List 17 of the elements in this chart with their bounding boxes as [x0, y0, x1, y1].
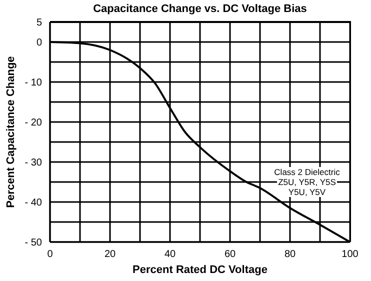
y-tick-label: - 30 [24, 158, 42, 169]
x-tick-label: 40 [164, 249, 176, 260]
y-tick-label: 5 [36, 18, 42, 29]
y-axis-title: Percent Capacitance Change [4, 56, 17, 208]
y-tick-label: 0 [36, 38, 42, 49]
y-tick-label: - 40 [24, 198, 42, 209]
annotation: Class 2 Dielectric Z5U, Y5R, Y5S Y5U, Y5V [273, 167, 341, 197]
x-axis-title: Percent Rated DC Voltage [132, 264, 268, 276]
x-tick-label: 60 [224, 249, 236, 260]
x-tick-label: 80 [284, 249, 296, 260]
y-tick-label: - 10 [24, 78, 42, 89]
y-tick-label: - 20 [24, 118, 42, 129]
x-tick-label: 0 [47, 249, 54, 260]
y-tick-label: - 50 [24, 238, 42, 249]
x-tick-label: 20 [104, 249, 116, 260]
x-tick-label: 100 [342, 249, 359, 260]
chart-title: Capacitance Change vs. DC Voltage Bias [92, 3, 308, 15]
